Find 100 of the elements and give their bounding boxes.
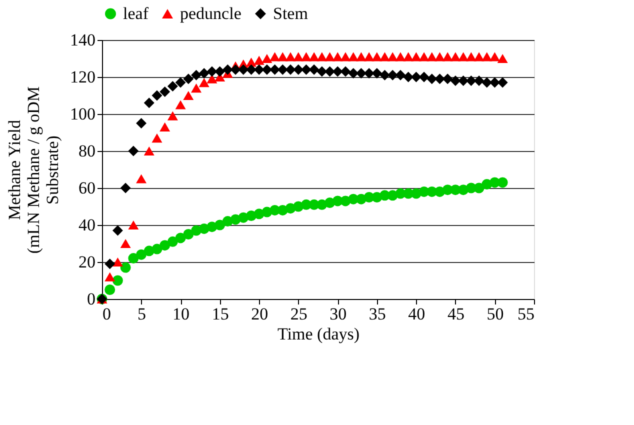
point	[222, 64, 233, 75]
point	[300, 64, 312, 75]
point	[403, 52, 414, 62]
point	[380, 52, 390, 62]
point	[403, 72, 414, 82]
point	[104, 272, 116, 282]
point	[348, 68, 359, 79]
point	[418, 72, 430, 82]
point	[128, 253, 139, 264]
point	[293, 64, 304, 75]
point	[356, 52, 366, 62]
point	[198, 68, 210, 79]
point	[434, 74, 445, 84]
point	[120, 182, 131, 194]
point	[434, 52, 445, 62]
point	[497, 77, 508, 88]
point	[442, 52, 453, 62]
point	[238, 64, 249, 75]
point	[152, 90, 162, 101]
point	[356, 68, 366, 79]
point	[450, 52, 461, 62]
point	[128, 146, 139, 156]
point	[372, 68, 382, 79]
point	[183, 90, 194, 100]
point	[426, 74, 438, 84]
point	[160, 240, 170, 251]
point	[112, 275, 123, 286]
point	[191, 84, 202, 93]
point	[474, 75, 484, 86]
legend-label: leaf	[123, 4, 149, 23]
x-tick-label: 35	[368, 304, 386, 324]
point	[112, 257, 123, 267]
x-tick-label: 40	[408, 304, 426, 324]
point	[340, 52, 351, 62]
point	[293, 52, 304, 62]
y-tick-label: 60	[78, 178, 96, 198]
point	[175, 77, 186, 88]
point	[364, 52, 374, 62]
point	[128, 220, 139, 230]
point	[300, 52, 312, 62]
point	[262, 54, 272, 64]
point	[144, 146, 154, 156]
point	[254, 56, 264, 65]
point	[387, 70, 398, 80]
x-axis-title: Time (days)	[277, 324, 360, 344]
point	[410, 52, 422, 62]
y-axis-title: Methane Yield (mLN Methane / g oDM Substrate)	[5, 86, 62, 254]
point	[474, 52, 484, 62]
x-tick-label: 20	[251, 304, 268, 324]
point	[285, 64, 296, 75]
y-tick-label: 140	[70, 30, 96, 50]
point	[183, 229, 194, 240]
point	[395, 70, 406, 80]
point	[152, 134, 162, 143]
point	[450, 75, 461, 86]
point	[442, 74, 453, 84]
x-tick-label: 5	[138, 304, 146, 324]
legend-label: peduncle	[180, 4, 242, 23]
point	[489, 52, 500, 62]
point	[277, 64, 288, 75]
point	[270, 52, 280, 62]
point	[332, 66, 343, 77]
point	[136, 174, 147, 184]
point	[418, 52, 430, 62]
point	[167, 81, 178, 92]
point	[497, 177, 508, 188]
point	[144, 98, 154, 108]
point	[191, 70, 202, 80]
point	[112, 225, 123, 236]
point	[206, 66, 218, 77]
point	[308, 64, 320, 75]
point	[175, 100, 186, 110]
point	[246, 64, 256, 75]
y-tick-label: 80	[78, 142, 96, 160]
point	[214, 66, 226, 77]
point	[332, 52, 343, 62]
point	[482, 77, 492, 88]
point	[160, 86, 170, 98]
point	[167, 111, 178, 120]
point	[167, 236, 178, 247]
point	[183, 74, 194, 84]
point	[340, 66, 351, 77]
point	[270, 64, 280, 75]
point	[324, 66, 336, 77]
y-tick-label: 40	[78, 216, 96, 234]
point	[136, 118, 147, 128]
point	[410, 72, 422, 82]
point	[497, 54, 508, 64]
y-tick-label: 0	[87, 290, 96, 308]
point	[316, 66, 328, 77]
point	[214, 220, 226, 230]
point	[198, 78, 210, 88]
point	[458, 52, 469, 62]
point	[120, 262, 131, 273]
x-tick-label: 0	[102, 304, 111, 324]
point	[380, 70, 390, 80]
point	[277, 52, 288, 62]
x-tick-label: 25	[290, 304, 308, 324]
point	[136, 249, 147, 260]
point	[426, 52, 438, 62]
